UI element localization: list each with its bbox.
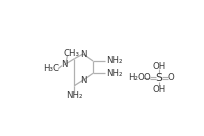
Text: CH₃: CH₃ <box>63 49 79 58</box>
Text: O: O <box>143 73 150 82</box>
Text: O: O <box>167 73 174 82</box>
Text: N: N <box>79 76 86 85</box>
Text: N: N <box>79 50 86 59</box>
Text: S: S <box>155 73 162 83</box>
Text: N: N <box>61 60 67 69</box>
Text: NH₂: NH₂ <box>106 56 122 65</box>
Text: H₂O: H₂O <box>128 73 144 82</box>
Text: NH₂: NH₂ <box>66 91 82 100</box>
Text: NH₂: NH₂ <box>106 69 122 78</box>
Text: OH: OH <box>152 62 165 71</box>
Text: OH: OH <box>152 85 165 94</box>
Text: H₃C: H₃C <box>43 64 59 73</box>
